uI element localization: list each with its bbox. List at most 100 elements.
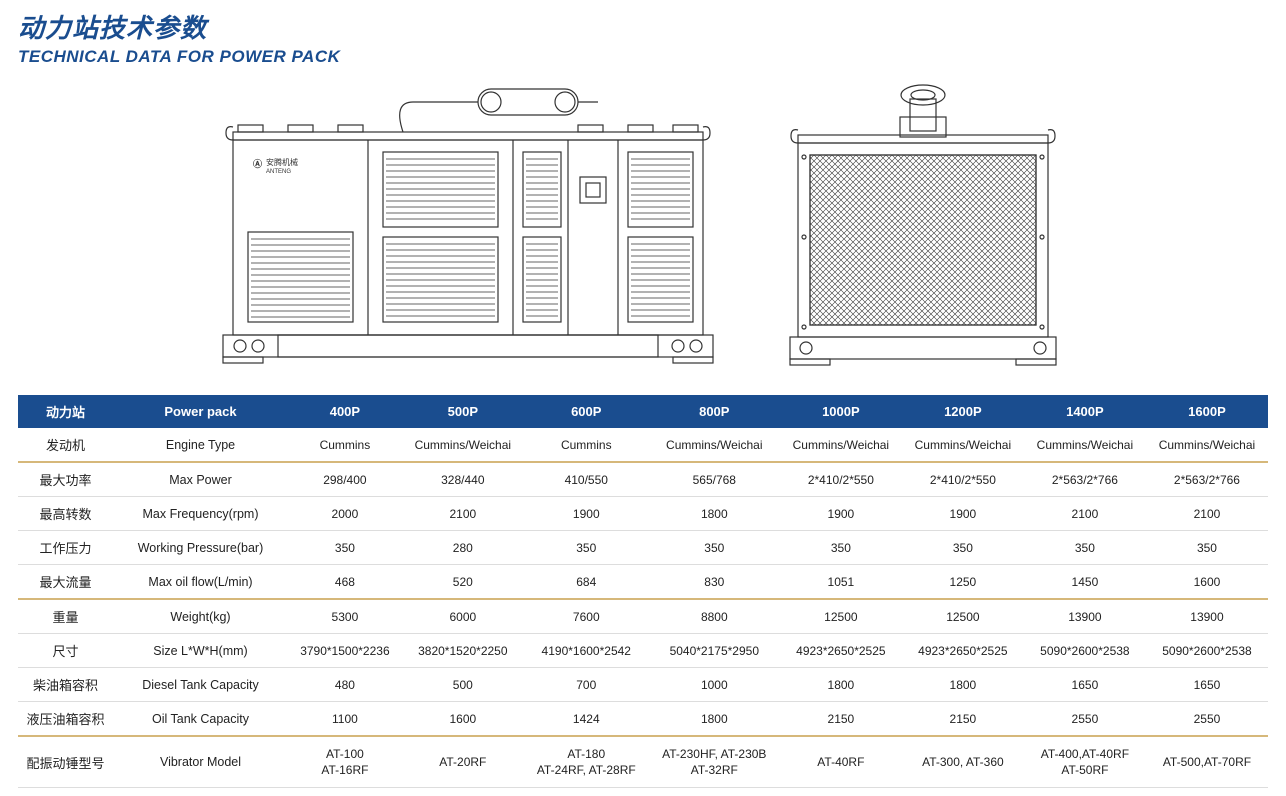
cell-value: 12500	[902, 599, 1024, 634]
cell-value: 1800	[902, 668, 1024, 702]
cell-value: 1100	[288, 702, 402, 737]
row-label-en: Vibrator Model	[113, 736, 288, 788]
cell-value: Cummins/Weichai	[902, 428, 1024, 462]
cell-value: 350	[1024, 531, 1146, 565]
cell-value: 2*563/2*766	[1146, 462, 1268, 497]
header-model: 800P	[649, 395, 780, 428]
row-label-cn: 液压油箱容积	[18, 702, 113, 737]
cell-value: AT-20RF	[402, 736, 524, 788]
row-label-cn: 最大流量	[18, 565, 113, 600]
cell-value: 4923*2650*2525	[780, 634, 902, 668]
header-model: 400P	[288, 395, 402, 428]
row-label-cn: 重量	[18, 599, 113, 634]
cell-value: 328/440	[402, 462, 524, 497]
cell-value: Cummins/Weichai	[649, 428, 780, 462]
header-model: 1600P	[1146, 395, 1268, 428]
svg-text:Ⓐ: Ⓐ	[253, 158, 262, 169]
cell-value: 7600	[524, 599, 649, 634]
cell-value: 2150	[902, 702, 1024, 737]
cell-value: AT-300, AT-360	[902, 736, 1024, 788]
cell-value: Cummins/Weichai	[780, 428, 902, 462]
cell-value: 8800	[649, 599, 780, 634]
cell-value: 350	[1146, 531, 1268, 565]
row-label-cn: 最大功率	[18, 462, 113, 497]
cell-value: 2550	[1146, 702, 1268, 737]
cell-value: 350	[524, 531, 649, 565]
row-label-en: Oil Tank Capacity	[113, 702, 288, 737]
row-label-en: Engine Type	[113, 428, 288, 462]
cell-value: 1800	[649, 497, 780, 531]
cell-value: 520	[402, 565, 524, 600]
cell-value: 2150	[780, 702, 902, 737]
cell-value: 3790*1500*2236	[288, 634, 402, 668]
cell-value: 13900	[1024, 599, 1146, 634]
cell-value: 12500	[780, 599, 902, 634]
row-label-en: Max Power	[113, 462, 288, 497]
cell-value: 1650	[1024, 668, 1146, 702]
cell-value: 5040*2175*2950	[649, 634, 780, 668]
cell-value: 700	[524, 668, 649, 702]
cell-value: 1900	[902, 497, 1024, 531]
title-en: TECHNICAL DATA FOR POWER PACK	[18, 47, 1268, 67]
cell-value: 1051	[780, 565, 902, 600]
table-row: 柴油箱容积Diesel Tank Capacity4805007001000 18…	[18, 668, 1268, 702]
row-label-en: Max oil flow(L/min)	[113, 565, 288, 600]
cell-value: AT-400,AT-40RFAT-50RF	[1024, 736, 1146, 788]
cell-value: AT-230HF, AT-230BAT-32RF	[649, 736, 780, 788]
cell-value: 298/400	[288, 462, 402, 497]
cell-value: 5090*2600*2538	[1146, 634, 1268, 668]
svg-text:安腾机械: 安腾机械	[266, 157, 298, 167]
cell-value: AT-100AT-16RF	[288, 736, 402, 788]
cell-value: 565/768	[649, 462, 780, 497]
cell-value: Cummins/Weichai	[1146, 428, 1268, 462]
cell-value: 410/550	[524, 462, 649, 497]
cell-value: 468	[288, 565, 402, 600]
table-header-row: 动力站 Power pack 400P 500P 600P 800P 1000P…	[18, 395, 1268, 428]
cell-value: AT-40RF	[780, 736, 902, 788]
cell-value: 2*563/2*766	[1024, 462, 1146, 497]
cell-value: 2100	[1024, 497, 1146, 531]
row-label-cn: 尺寸	[18, 634, 113, 668]
diagram-row: Ⓐ 安腾机械 ANTENG	[18, 77, 1268, 377]
cell-value: 1424	[524, 702, 649, 737]
cell-value: 350	[649, 531, 780, 565]
row-label-cn: 柴油箱容积	[18, 668, 113, 702]
cell-value: 500	[402, 668, 524, 702]
cell-value: 1000	[649, 668, 780, 702]
cell-value: Cummins/Weichai	[402, 428, 524, 462]
table-row: 尺寸Size L*W*H(mm)3790*1500*22363820*1520*…	[18, 634, 1268, 668]
row-label-cn: 配振动锤型号	[18, 736, 113, 788]
row-label-en: Diesel Tank Capacity	[113, 668, 288, 702]
louver-lines	[251, 159, 690, 317]
cell-value: 480	[288, 668, 402, 702]
header-en: Power pack	[113, 395, 288, 428]
table-row: 最大功率Max Power298/400328/440410/550565/76…	[18, 462, 1268, 497]
cell-value: 2*410/2*550	[902, 462, 1024, 497]
cell-value: 2550	[1024, 702, 1146, 737]
cell-value: 280	[402, 531, 524, 565]
header-model: 600P	[524, 395, 649, 428]
row-label-en: Working Pressure(bar)	[113, 531, 288, 565]
cell-value: 1600	[1146, 565, 1268, 600]
table-body: 发动机Engine TypeCumminsCummins/WeichaiCumm…	[18, 428, 1268, 788]
cell-value: 1450	[1024, 565, 1146, 600]
cell-value: 13900	[1146, 599, 1268, 634]
header-cn: 动力站	[18, 395, 113, 428]
cell-value: 4923*2650*2525	[902, 634, 1024, 668]
cell-value: 684	[524, 565, 649, 600]
cell-value: 2000	[288, 497, 402, 531]
cell-value: 1900	[780, 497, 902, 531]
cell-value: 4190*1600*2542	[524, 634, 649, 668]
cell-value: 1900	[524, 497, 649, 531]
row-label-cn: 发动机	[18, 428, 113, 462]
row-label-en: Weight(kg)	[113, 599, 288, 634]
svg-text:ANTENG: ANTENG	[266, 169, 291, 175]
cell-value: 1250	[902, 565, 1024, 600]
spec-table: 动力站 Power pack 400P 500P 600P 800P 1000P…	[18, 395, 1268, 788]
cell-value: Cummins	[524, 428, 649, 462]
cell-value: 2100	[402, 497, 524, 531]
cell-value: AT-180AT-24RF, AT-28RF	[524, 736, 649, 788]
table-row: 工作压力Working Pressure(bar)350280350350350…	[18, 531, 1268, 565]
cell-value: Cummins/Weichai	[1024, 428, 1146, 462]
cell-value: 830	[649, 565, 780, 600]
